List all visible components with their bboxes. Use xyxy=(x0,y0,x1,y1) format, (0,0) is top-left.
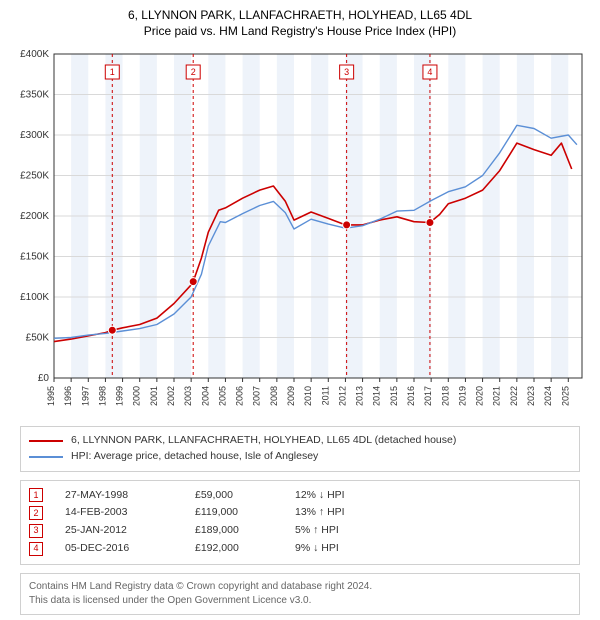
event-number-box: 3 xyxy=(29,524,43,538)
svg-text:2004: 2004 xyxy=(200,386,210,406)
event-price: £119,000 xyxy=(195,504,295,522)
event-diff: 5% ↑ HPI xyxy=(295,522,415,540)
svg-text:£200K: £200K xyxy=(20,211,49,222)
event-row: 3 25-JAN-2012£189,0005% ↑ HPI xyxy=(29,522,571,540)
svg-text:2009: 2009 xyxy=(286,386,296,406)
svg-text:4: 4 xyxy=(427,67,432,77)
svg-text:2008: 2008 xyxy=(269,386,279,406)
event-price: £189,000 xyxy=(195,522,295,540)
footer-line2: This data is licensed under the Open Gov… xyxy=(29,594,571,608)
footer-line1: Contains HM Land Registry data © Crown c… xyxy=(29,580,571,594)
event-number-box: 1 xyxy=(29,488,43,502)
legend-row: HPI: Average price, detached house, Isle… xyxy=(29,449,571,465)
legend-text: 6, LLYNNON PARK, LLANFACHRAETH, HOLYHEAD… xyxy=(71,433,456,449)
svg-text:2022: 2022 xyxy=(509,386,519,406)
svg-text:2018: 2018 xyxy=(440,386,450,406)
event-price: £192,000 xyxy=(195,540,295,558)
title-main: 6, LLYNNON PARK, LLANFACHRAETH, HOLYHEAD… xyxy=(10,8,590,22)
svg-text:2000: 2000 xyxy=(132,386,142,406)
event-date: 25-JAN-2012 xyxy=(65,522,195,540)
line-chart-svg: £0 £50K £100K £150K £200K £250K £300K £350K £400… xyxy=(10,48,590,418)
svg-text:2015: 2015 xyxy=(389,386,399,406)
svg-text:1999: 1999 xyxy=(115,386,125,406)
svg-text:3: 3 xyxy=(344,67,349,77)
legend-swatch xyxy=(29,456,63,458)
svg-text:2021: 2021 xyxy=(492,386,502,406)
svg-text:2024: 2024 xyxy=(543,386,553,406)
svg-text:£250K: £250K xyxy=(20,171,49,182)
svg-text:2010: 2010 xyxy=(303,386,313,406)
svg-text:2012: 2012 xyxy=(337,386,347,406)
svg-text:2017: 2017 xyxy=(423,386,433,406)
legend-box: 6, LLYNNON PARK, LLANFACHRAETH, HOLYHEAD… xyxy=(20,426,580,472)
event-number-box: 4 xyxy=(29,542,43,556)
svg-text:2020: 2020 xyxy=(475,386,485,406)
event-row: 4 05-DEC-2016£192,0009% ↓ HPI xyxy=(29,540,571,558)
svg-text:£0: £0 xyxy=(38,373,50,384)
event-date: 05-DEC-2016 xyxy=(65,540,195,558)
event-date: 14-FEB-2003 xyxy=(65,504,195,522)
event-diff: 9% ↓ HPI xyxy=(295,540,415,558)
svg-text:1996: 1996 xyxy=(63,386,73,406)
svg-text:£50K: £50K xyxy=(26,333,50,344)
title-sub: Price paid vs. HM Land Registry's House … xyxy=(10,24,590,38)
event-row: 1 27-MAY-1998£59,00012% ↓ HPI xyxy=(29,487,571,505)
svg-text:£300K: £300K xyxy=(20,130,49,141)
legend-swatch xyxy=(29,440,63,442)
svg-text:2014: 2014 xyxy=(372,386,382,406)
svg-text:1: 1 xyxy=(110,67,115,77)
svg-text:2001: 2001 xyxy=(149,386,159,406)
svg-text:2019: 2019 xyxy=(457,386,467,406)
svg-text:1997: 1997 xyxy=(80,386,90,406)
event-diff: 13% ↑ HPI xyxy=(295,504,415,522)
svg-text:£400K: £400K xyxy=(20,49,49,60)
svg-text:2011: 2011 xyxy=(320,386,330,405)
svg-text:2013: 2013 xyxy=(355,386,365,406)
svg-text:2007: 2007 xyxy=(252,386,262,406)
events-box: 1 27-MAY-1998£59,00012% ↓ HPI 2 14-FEB-2003… xyxy=(20,480,580,565)
event-diff: 12% ↓ HPI xyxy=(295,487,415,505)
svg-text:1995: 1995 xyxy=(46,386,56,406)
event-row: 2 14-FEB-2003£119,00013% ↑ HPI xyxy=(29,504,571,522)
event-date: 27-MAY-1998 xyxy=(65,487,195,505)
svg-text:£150K: £150K xyxy=(20,252,49,263)
svg-text:2006: 2006 xyxy=(235,386,245,406)
svg-text:2023: 2023 xyxy=(526,386,536,406)
chart-area: £0 £50K £100K £150K £200K £250K £300K £350K £400… xyxy=(10,48,590,418)
event-number-box: 2 xyxy=(29,506,43,520)
svg-text:£100K: £100K xyxy=(20,292,49,303)
footer-box: Contains HM Land Registry data © Crown c… xyxy=(20,573,580,615)
chart-titles: 6, LLYNNON PARK, LLANFACHRAETH, HOLYHEAD… xyxy=(10,8,590,38)
svg-text:2002: 2002 xyxy=(166,386,176,406)
svg-text:2: 2 xyxy=(191,67,196,77)
svg-text:2003: 2003 xyxy=(183,386,193,406)
svg-text:2016: 2016 xyxy=(406,386,416,406)
svg-text:£350K: £350K xyxy=(20,90,49,101)
svg-text:1998: 1998 xyxy=(97,386,107,406)
svg-text:2025: 2025 xyxy=(560,386,570,406)
event-price: £59,000 xyxy=(195,487,295,505)
svg-text:2005: 2005 xyxy=(217,386,227,406)
legend-row: 6, LLYNNON PARK, LLANFACHRAETH, HOLYHEAD… xyxy=(29,433,571,449)
page-container: 6, LLYNNON PARK, LLANFACHRAETH, HOLYHEAD… xyxy=(0,0,600,620)
legend-text: HPI: Average price, detached house, Isle… xyxy=(71,449,318,465)
